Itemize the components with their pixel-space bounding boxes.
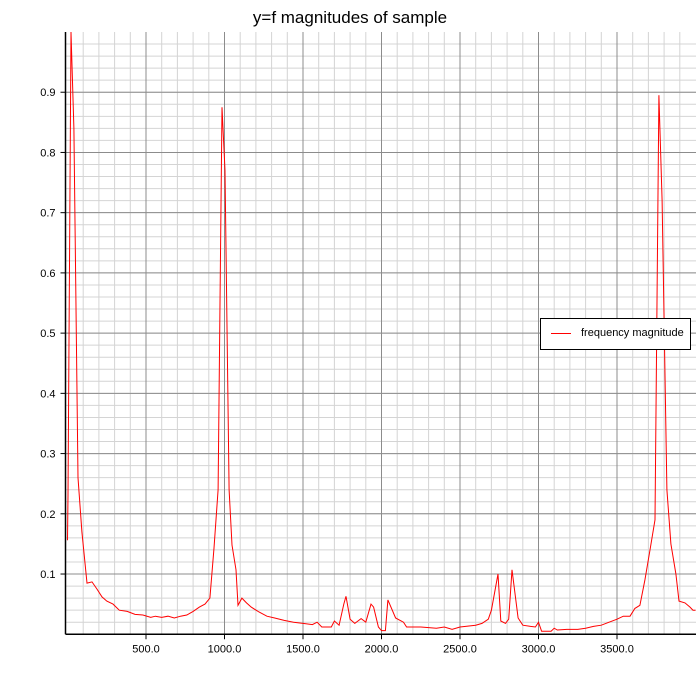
x-tick-label: 3000.0 [522, 643, 556, 655]
y-tick-label: 0.5 [40, 328, 55, 340]
y-tick-label: 0.6 [40, 268, 55, 280]
series-line [67, 31, 696, 632]
y-tick-label: 0.8 [40, 147, 55, 159]
y-tick-label: 0.9 [40, 87, 55, 99]
y-tick-label: 0.1 [40, 569, 55, 581]
chart-title: y=f magnitudes of sample [252, 8, 448, 27]
x-tick-label: 500.0 [132, 643, 160, 655]
legend: frequency magnitude [540, 318, 691, 350]
x-tick-label: 2000.0 [365, 643, 399, 655]
x-tick-label: 1000.0 [208, 643, 242, 655]
y-tick-label: 0.7 [40, 208, 55, 220]
y-tick-label: 0.3 [40, 449, 55, 461]
legend-swatch [551, 333, 571, 334]
x-tick-label: 3500.0 [600, 643, 634, 655]
legend-label: frequency magnitude [581, 327, 684, 339]
x-tick-label: 1500.0 [286, 643, 320, 655]
x-tick-label: 2500.0 [443, 643, 477, 655]
y-tick-label: 0.2 [40, 509, 55, 521]
y-tick-label: 0.4 [40, 388, 55, 400]
